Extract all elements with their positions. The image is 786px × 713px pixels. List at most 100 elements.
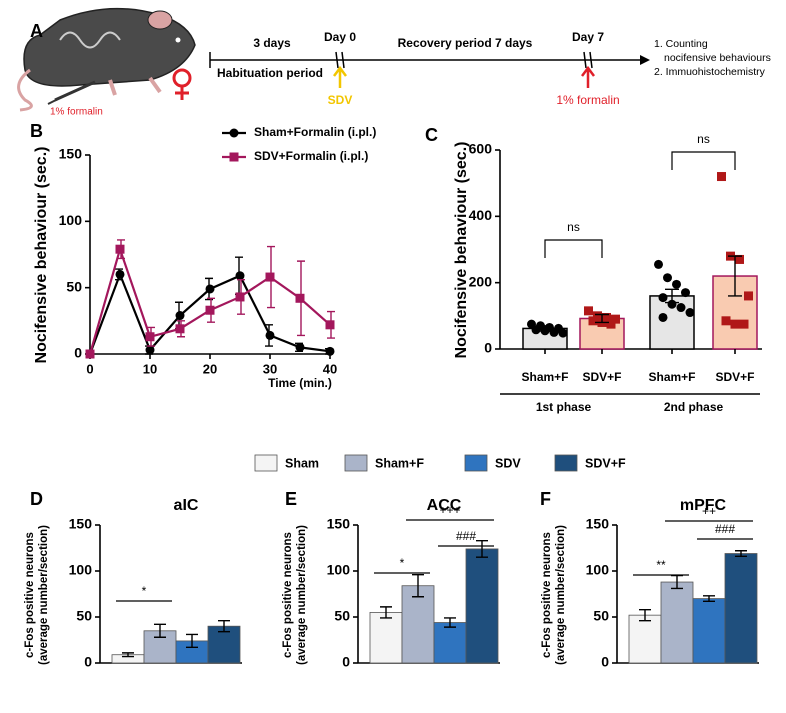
data-point (717, 172, 726, 182)
data-point (744, 291, 753, 301)
comparison-label: ### (456, 529, 476, 543)
legend-swatch (464, 454, 488, 472)
timeline-label: 3 days (253, 36, 291, 50)
legend-label: SDV+Formalin (i.pl.) (254, 149, 368, 163)
data-point (658, 312, 668, 322)
panel-label: F (540, 489, 551, 509)
legend-label: SDV+F (585, 456, 626, 470)
legend-swatch (254, 454, 278, 472)
bar (369, 612, 403, 664)
y-tick-label: 50 (76, 608, 92, 624)
data-point (584, 306, 593, 316)
data-point (606, 319, 616, 329)
error-bar (639, 608, 651, 622)
comparison-label: * (400, 556, 405, 570)
marker (85, 349, 95, 359)
y-axis-label: c-Fos positive neurons (282, 532, 294, 658)
outcome-text: 1. Counting (654, 38, 708, 50)
data-point (593, 311, 602, 321)
data-point (663, 273, 672, 283)
y-tick-label: 150 (327, 516, 351, 532)
y-axis-label: (average number/section) (296, 525, 308, 665)
legend-marker (229, 128, 239, 138)
data-point (654, 259, 663, 269)
data-point (558, 328, 568, 338)
formalin-label: 1% formalin (556, 93, 619, 107)
marker (145, 345, 155, 355)
legend-marker (229, 152, 239, 162)
group-label: 1st phase (536, 400, 592, 414)
error-bar (154, 623, 166, 638)
legend-swatch (344, 454, 368, 472)
error-bar (380, 606, 392, 619)
panel-label: A (30, 21, 43, 41)
bar (692, 598, 726, 664)
marker (265, 272, 275, 282)
y-axis-label: Nocifensive behaviour (sec.) (453, 142, 470, 359)
y-axis-label: (average number/section) (38, 525, 50, 665)
x-tick-label: 30 (263, 361, 277, 376)
x-tick-label: Sham+F (648, 370, 695, 384)
error-bar (728, 255, 742, 297)
error-bar (186, 633, 198, 649)
x-tick-label: 0 (86, 361, 93, 376)
mouse-illustration (17, 7, 196, 112)
x-axis-label: Time (min.) (268, 376, 332, 390)
marker (265, 330, 275, 340)
y-tick-label: 50 (334, 608, 350, 624)
y-axis-label: c-Fos positive neurons (541, 532, 553, 658)
data-point (676, 303, 686, 313)
y-tick-label: 150 (59, 146, 83, 162)
y-axis-label: c-Fos positive neurons (24, 532, 36, 658)
sdv-label: SDV (328, 93, 353, 107)
x-tick-label: Sham+F (521, 370, 568, 384)
marker (175, 324, 185, 334)
y-tick-label: 0 (84, 654, 92, 670)
comparison-label: ++ (702, 504, 716, 518)
panel-label: D (30, 489, 43, 509)
marker (295, 293, 305, 303)
data-point (611, 314, 620, 324)
y-tick-label: 50 (66, 278, 82, 294)
panel-label: C (425, 125, 438, 145)
error-bar (735, 550, 747, 557)
data-point (531, 325, 541, 335)
x-tick-label: 40 (323, 361, 337, 376)
comparison-label: ns (697, 132, 710, 146)
marker (115, 269, 125, 279)
y-tick-label: 150 (69, 516, 93, 532)
marker (205, 305, 215, 315)
line (88, 245, 331, 355)
error-bar (476, 539, 488, 558)
outcome-text: nocifensive behaviours (664, 52, 771, 64)
legend-label: SDV (495, 456, 521, 470)
marker (235, 271, 245, 281)
bar (724, 553, 758, 664)
data-point (735, 254, 744, 264)
bar (628, 614, 662, 664)
timeline-label: Day 0 (324, 30, 356, 44)
marker (295, 342, 305, 352)
data-point (730, 319, 740, 329)
y-tick-label: 200 (469, 273, 493, 289)
y-tick-label: 400 (469, 207, 493, 223)
y-tick-label: 100 (327, 562, 351, 578)
group-label: 2nd phase (664, 400, 724, 414)
y-axis-label: (average number/section) (555, 525, 567, 665)
bar (401, 585, 435, 664)
data-point (549, 327, 559, 337)
y-tick-label: 600 (469, 141, 493, 157)
y-tick-label: 100 (586, 562, 610, 578)
marker (145, 332, 155, 342)
y-tick-label: 100 (69, 562, 93, 578)
timeline-label: Habituation period (217, 66, 323, 80)
data-point (721, 316, 731, 326)
data-point (588, 316, 598, 326)
x-tick-label: 10 (143, 361, 157, 376)
data-point (602, 312, 611, 322)
x-tick-label: SDV+F (582, 370, 621, 384)
data-point (681, 288, 690, 298)
timeline (209, 51, 650, 88)
y-tick-label: 0 (74, 345, 82, 361)
